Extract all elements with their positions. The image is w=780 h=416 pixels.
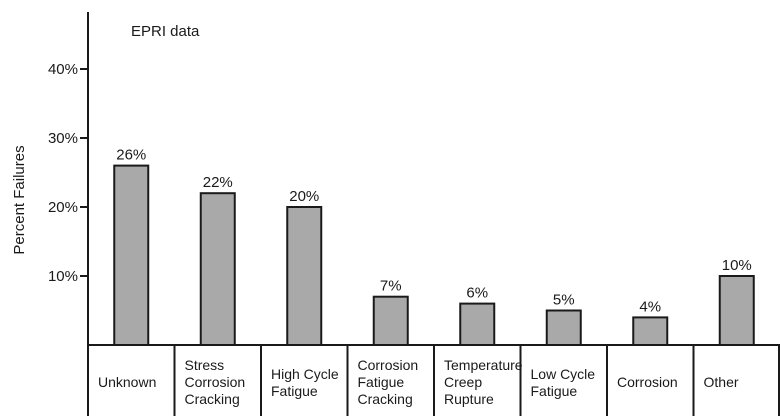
y-axis-label: Percent Failures [11,145,28,254]
category-label: Low Cycle Fatigue [530,365,596,399]
category-label: High Cycle Fatigue [271,365,339,399]
y-ticks: 10% 20% 30% 40% [48,61,88,285]
category-label: Stress Corrosion Cracking [184,357,246,407]
bar-value-label: 7% [380,278,402,295]
category-label: Temperature Creep Rupture [444,357,523,407]
bars: 26% 22% 20% 7% 6% 5% 4% 10% [113,147,755,347]
category-cells [87,344,780,416]
bar [286,206,323,346]
bar-value-label: 22% [203,174,233,191]
bar [718,275,755,346]
bar-value-label: 4% [639,298,661,315]
y-tick-label: 40% [48,61,78,78]
y-tick-label: 20% [48,199,78,216]
bar [199,192,236,346]
y-tick-label: 30% [48,130,78,147]
bar [545,309,582,346]
category-label: Corrosion Fatigue Cracking [357,357,419,407]
bar-value-label: 20% [289,188,319,205]
bar-value-label: 6% [466,285,488,302]
bar [372,295,409,347]
bar-value-label: 5% [553,292,575,309]
chart-title: EPRI data [131,23,200,40]
category-label: Corrosion [617,374,678,390]
bar [113,164,150,346]
bar-value-label: 26% [116,147,146,164]
category-label: Other [703,374,739,390]
bar [632,316,669,346]
category-label: Unknown [98,374,157,390]
bar-value-label: 10% [722,257,752,274]
y-tick-label: 10% [48,268,78,285]
bar [459,302,496,347]
